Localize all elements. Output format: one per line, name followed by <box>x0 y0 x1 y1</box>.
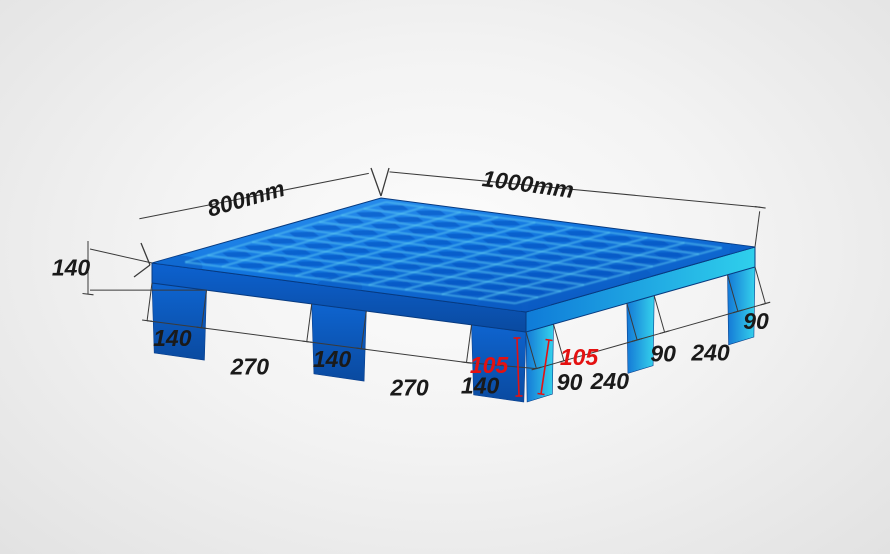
svg-text:270: 270 <box>230 353 270 379</box>
svg-text:1000mm: 1000mm <box>481 165 576 203</box>
svg-text:90: 90 <box>743 308 769 334</box>
svg-text:270: 270 <box>389 374 429 400</box>
svg-text:105: 105 <box>470 352 510 378</box>
svg-text:140: 140 <box>153 325 192 351</box>
svg-text:90: 90 <box>557 369 583 395</box>
svg-text:105: 105 <box>560 344 600 370</box>
svg-text:90: 90 <box>650 340 676 366</box>
svg-text:140: 140 <box>313 346 352 372</box>
svg-text:240: 240 <box>590 368 630 394</box>
svg-text:140: 140 <box>52 255 91 281</box>
svg-text:240: 240 <box>690 340 730 366</box>
svg-text:800mm: 800mm <box>204 175 287 222</box>
